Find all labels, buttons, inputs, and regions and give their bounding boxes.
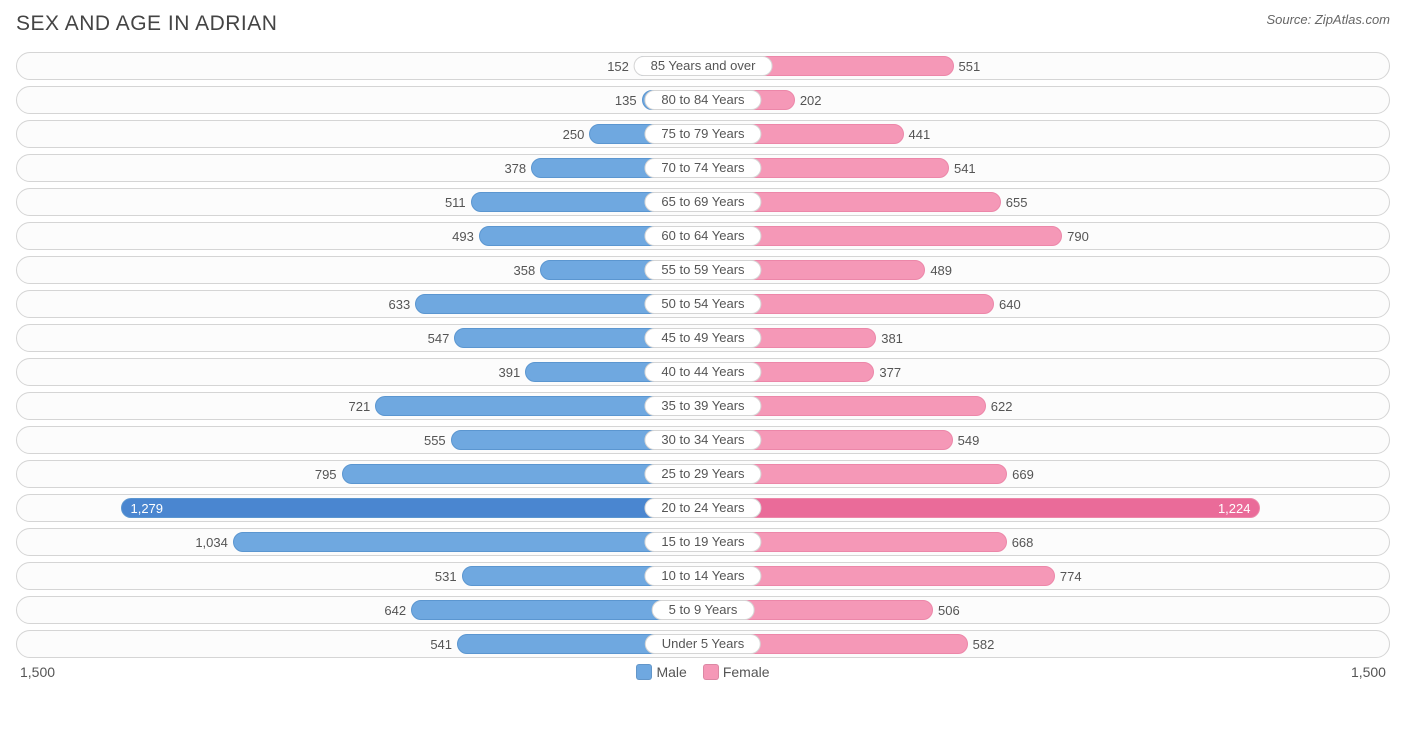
- age-group-label: 40 to 44 Years: [644, 362, 761, 382]
- male-value: 531: [435, 569, 463, 584]
- age-group-label: 15 to 19 Years: [644, 532, 761, 552]
- male-value: 493: [452, 229, 480, 244]
- age-group-label: 35 to 39 Years: [644, 396, 761, 416]
- age-group-label: 70 to 74 Years: [644, 158, 761, 178]
- male-value: 642: [384, 603, 412, 618]
- pyramid-row: 555 549 30 to 34 Years: [16, 426, 1390, 454]
- male-value: 633: [389, 297, 417, 312]
- male-value: 555: [424, 433, 452, 448]
- pyramid-row: 1,279 1,224 20 to 24 Years: [16, 494, 1390, 522]
- female-value: 541: [948, 161, 976, 176]
- age-group-label: Under 5 Years: [645, 634, 761, 654]
- age-group-label: 80 to 84 Years: [644, 90, 761, 110]
- pyramid-row: 391 377 40 to 44 Years: [16, 358, 1390, 386]
- legend-female-label: Female: [723, 664, 770, 680]
- chart-footer: 1,500 Male Female 1,500: [16, 664, 1390, 680]
- legend-male-label: Male: [656, 664, 686, 680]
- age-group-label: 10 to 14 Years: [644, 566, 761, 586]
- female-value: 551: [953, 59, 981, 74]
- age-group-label: 65 to 69 Years: [644, 192, 761, 212]
- male-value: 250: [563, 127, 591, 142]
- male-bar: 1,034: [233, 532, 703, 552]
- male-value: 378: [504, 161, 532, 176]
- pyramid-row: 511 655 65 to 69 Years: [16, 188, 1390, 216]
- legend-female: Female: [703, 664, 770, 680]
- female-value: 549: [952, 433, 980, 448]
- swatch-male-icon: [636, 664, 652, 680]
- pyramid-row: 547 381 45 to 49 Years: [16, 324, 1390, 352]
- pyramid-row: 795 669 25 to 29 Years: [16, 460, 1390, 488]
- pyramid-row: 250 441 75 to 79 Years: [16, 120, 1390, 148]
- legend-male: Male: [636, 664, 686, 680]
- female-value: 1,224: [1218, 501, 1251, 516]
- age-group-label: 50 to 54 Years: [644, 294, 761, 314]
- pyramid-row: 531 774 10 to 14 Years: [16, 562, 1390, 590]
- male-value: 795: [315, 467, 343, 482]
- male-value: 1,034: [195, 535, 234, 550]
- age-group-label: 60 to 64 Years: [644, 226, 761, 246]
- chart-source: Source: ZipAtlas.com: [1266, 12, 1390, 27]
- male-value: 358: [514, 263, 542, 278]
- age-group-label: 30 to 34 Years: [644, 430, 761, 450]
- age-group-label: 25 to 29 Years: [644, 464, 761, 484]
- chart-area: 152 551 85 Years and over 135 202 80 to 84 Ye…: [16, 52, 1390, 658]
- female-value: 669: [1006, 467, 1034, 482]
- female-value: 381: [875, 331, 903, 346]
- age-group-label: 5 to 9 Years: [652, 600, 755, 620]
- pyramid-row: 135 202 80 to 84 Years: [16, 86, 1390, 114]
- female-value: 582: [967, 637, 995, 652]
- chart-legend: Male Female: [636, 664, 769, 680]
- male-value: 152: [607, 59, 635, 74]
- male-value: 391: [499, 365, 527, 380]
- age-group-label: 20 to 24 Years: [644, 498, 761, 518]
- female-value: 489: [924, 263, 952, 278]
- male-value: 1,279: [130, 501, 163, 516]
- male-value: 511: [445, 195, 472, 210]
- chart-title: SEX AND AGE IN ADRIAN: [16, 12, 277, 36]
- age-group-label: 85 Years and over: [634, 56, 773, 76]
- male-value: 541: [430, 637, 458, 652]
- pyramid-row: 1,034 668 15 to 19 Years: [16, 528, 1390, 556]
- pyramid-row: 633 640 50 to 54 Years: [16, 290, 1390, 318]
- pyramid-row: 541 582 Under 5 Years: [16, 630, 1390, 658]
- female-value: 655: [1000, 195, 1028, 210]
- axis-label-right: 1,500: [1351, 664, 1386, 680]
- age-group-label: 75 to 79 Years: [644, 124, 761, 144]
- pyramid-row: 721 622 35 to 39 Years: [16, 392, 1390, 420]
- male-value: 721: [348, 399, 376, 414]
- female-value: 622: [985, 399, 1013, 414]
- female-value: 774: [1054, 569, 1082, 584]
- pyramid-row: 493 790 60 to 64 Years: [16, 222, 1390, 250]
- female-bar: 1,224: [703, 498, 1260, 518]
- male-value: 547: [428, 331, 456, 346]
- pyramid-row: 378 541 70 to 74 Years: [16, 154, 1390, 182]
- pyramid-row: 152 551 85 Years and over: [16, 52, 1390, 80]
- female-value: 790: [1061, 229, 1089, 244]
- male-value: 135: [615, 93, 643, 108]
- female-value: 377: [873, 365, 901, 380]
- age-group-label: 55 to 59 Years: [644, 260, 761, 280]
- pyramid-row: 358 489 55 to 59 Years: [16, 256, 1390, 284]
- swatch-female-icon: [703, 664, 719, 680]
- male-bar: 1,279: [121, 498, 703, 518]
- chart-header: SEX AND AGE IN ADRIAN Source: ZipAtlas.c…: [16, 12, 1390, 36]
- female-value: 441: [903, 127, 931, 142]
- female-value: 202: [794, 93, 822, 108]
- female-value: 506: [932, 603, 960, 618]
- female-value: 640: [993, 297, 1021, 312]
- female-value: 668: [1006, 535, 1034, 550]
- axis-label-left: 1,500: [20, 664, 55, 680]
- age-group-label: 45 to 49 Years: [644, 328, 761, 348]
- pyramid-row: 642 506 5 to 9 Years: [16, 596, 1390, 624]
